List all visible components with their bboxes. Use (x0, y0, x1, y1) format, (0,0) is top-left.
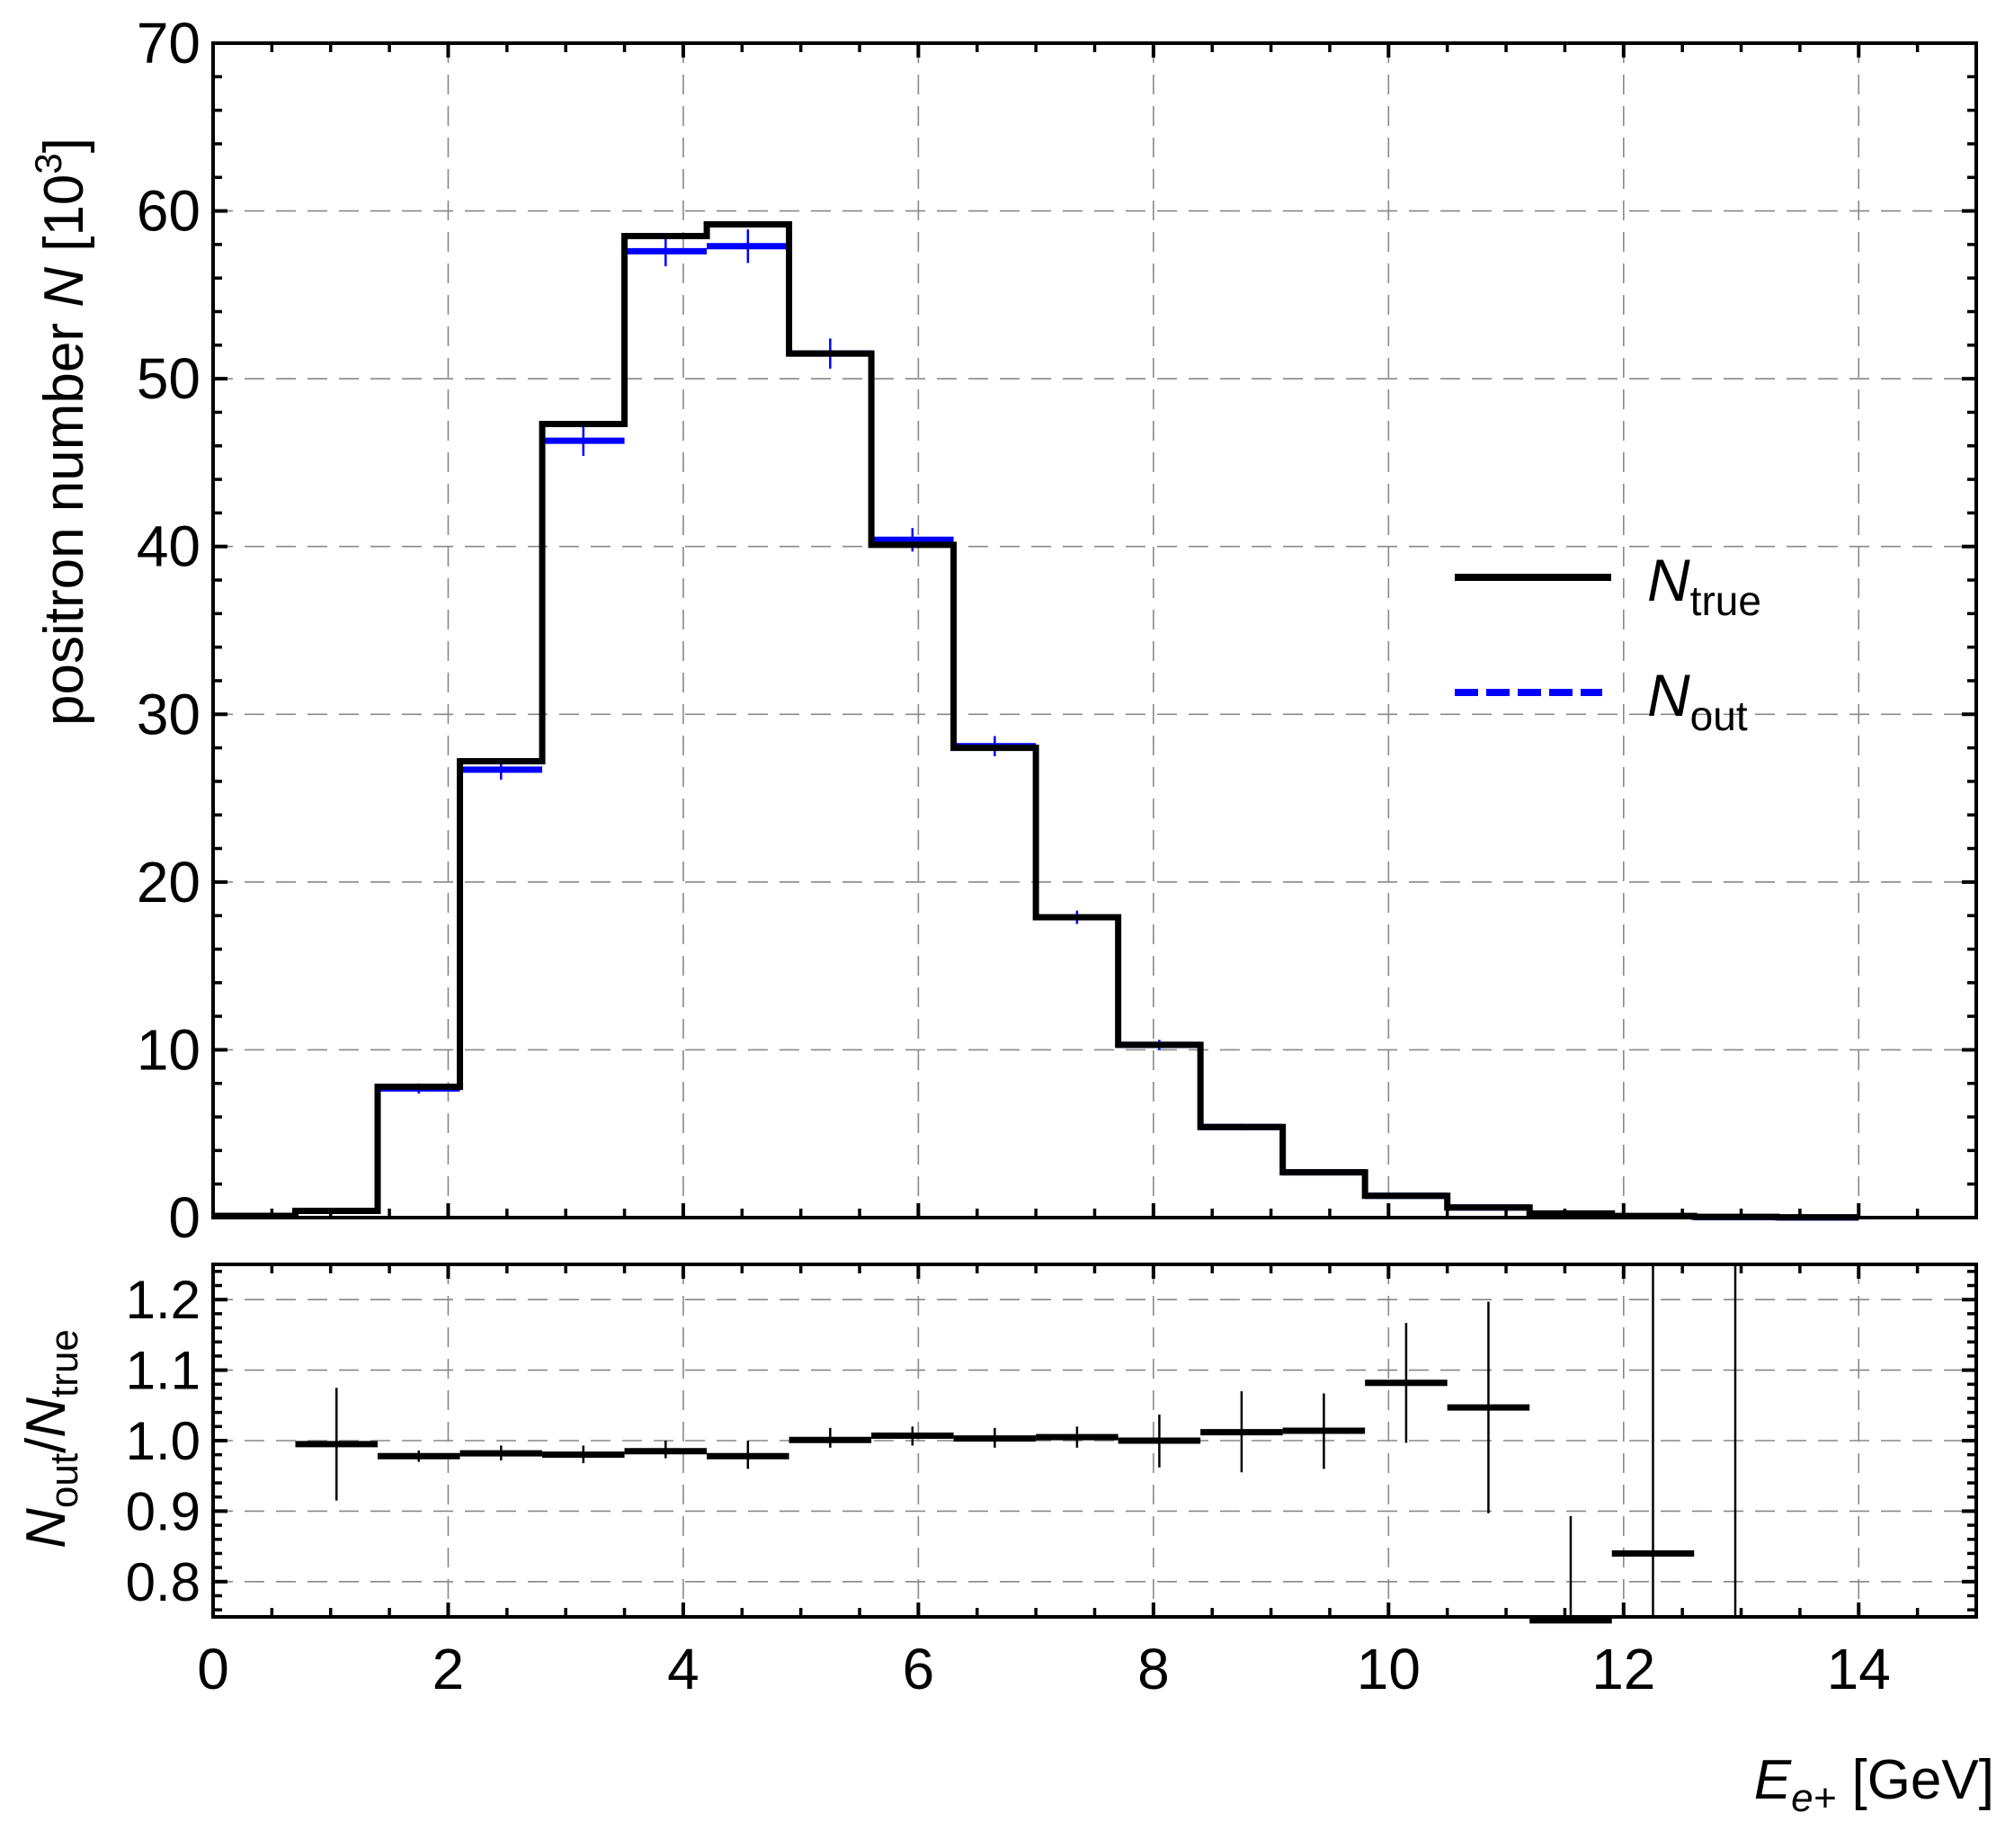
top-y-axis-label: positron number N [103] (27, 138, 95, 726)
series-n-true (213, 220, 1859, 1221)
x-tick-label: 12 (1591, 1637, 1655, 1701)
top-panel-frame (211, 41, 1978, 1219)
y-tick-label: 0 (168, 1185, 201, 1250)
y-tick-label: 30 (137, 682, 201, 746)
x-tick-label: 2 (432, 1637, 465, 1701)
y-tick-label: 20 (137, 850, 201, 915)
y-tick-label: 1.2 (126, 1270, 201, 1330)
y-tick-label: 60 (137, 179, 201, 244)
axis-tick-labels: 0 10 20 30 40 50 60 70 0.8 0.9 1.0 1.1 1.2 0 2 4 6 8 10 12 1… (126, 11, 1891, 1701)
top-panel-grid (213, 43, 1976, 1218)
x-tick-label: 0 (197, 1637, 229, 1701)
axes-frames (211, 41, 1978, 1619)
x-axis-label: Ee+ [GeV] (1754, 1749, 1994, 1820)
series-ratio (295, 1264, 1737, 1624)
y-tick-label: 1.1 (126, 1341, 201, 1401)
n-true-step-line (213, 220, 1859, 1221)
x-tick-label: 14 (1827, 1637, 1891, 1701)
y-tick-label: 70 (137, 11, 201, 76)
x-tick-label: 8 (1137, 1637, 1170, 1701)
y-tick-label: 1.0 (126, 1411, 201, 1471)
y-tick-label: 0.8 (126, 1552, 201, 1612)
x-tick-label: 6 (903, 1637, 935, 1701)
bottom-y-axis-label: Nout/Ntrue (15, 1329, 86, 1549)
legend-out-label: Nout (1647, 662, 1748, 739)
x-tick-label: 10 (1357, 1637, 1421, 1701)
legend: Ntrue Nout (1455, 547, 1761, 739)
y-tick-label: 10 (137, 1017, 201, 1082)
axis-ticks (211, 41, 1978, 1617)
y-tick-label: 50 (137, 346, 201, 411)
y-tick-label: 0.9 (126, 1481, 201, 1541)
y-tick-label: 40 (137, 514, 201, 579)
bottom-panel-grid (213, 1264, 1976, 1617)
x-tick-label: 4 (667, 1637, 700, 1701)
legend-true-label: Ntrue (1647, 547, 1761, 624)
